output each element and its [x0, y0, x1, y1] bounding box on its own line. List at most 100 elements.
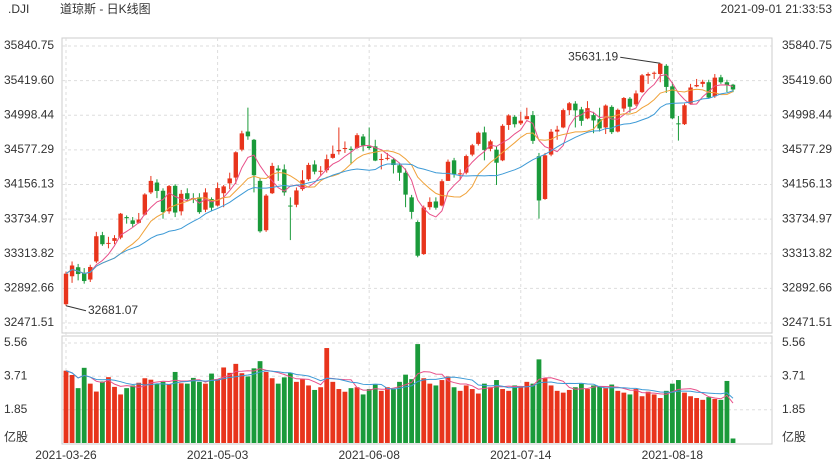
- volume-bar: [69, 375, 75, 443]
- volume-bar: [500, 389, 505, 443]
- y-tick-label: 33734.97: [4, 211, 54, 225]
- volume-bar: [366, 389, 372, 443]
- volume-bar: [451, 387, 457, 443]
- volume-bar: [694, 398, 700, 443]
- volume-bar: [172, 371, 178, 443]
- volume-bar: [318, 387, 324, 443]
- volume-bar: [724, 380, 730, 443]
- candle-body: [366, 146, 372, 149]
- volume-bar: [688, 396, 693, 443]
- volume-bar: [209, 373, 214, 443]
- candle-body: [294, 190, 299, 205]
- candle-body: [251, 139, 257, 176]
- candle-body: [209, 198, 214, 208]
- volume-bar: [524, 381, 530, 443]
- candle-body: [591, 115, 596, 121]
- candle-body: [664, 65, 669, 87]
- volume-bar: [300, 379, 305, 443]
- candle-body: [245, 131, 251, 137]
- volume-bar: [572, 387, 578, 443]
- volume-bar: [263, 371, 269, 443]
- volume-bar: [190, 377, 196, 443]
- volume-bar: [251, 368, 257, 443]
- volume-bar: [530, 383, 536, 443]
- volume-bar: [227, 372, 233, 443]
- y2-tick-label: 1.85: [4, 402, 28, 416]
- volume-bar: [518, 386, 524, 443]
- candle-body: [81, 272, 87, 282]
- candle-body: [415, 222, 420, 256]
- volume-bar: [494, 380, 499, 443]
- volume-bar: [239, 373, 245, 443]
- candle-body: [457, 173, 463, 175]
- candle-body: [160, 190, 166, 213]
- candle-body: [282, 169, 287, 193]
- volume-bar: [645, 391, 651, 443]
- volume-bar: [730, 438, 736, 443]
- y-tick-label: 34156.13: [4, 177, 54, 191]
- volume-bar: [294, 381, 299, 443]
- candle-body: [658, 63, 663, 75]
- candle-body: [179, 193, 184, 212]
- candle-body: [391, 159, 396, 166]
- candle-body: [269, 165, 275, 194]
- candle-body: [124, 217, 129, 219]
- candle-body: [276, 168, 281, 171]
- symbol: .DJI: [8, 2, 29, 16]
- volume-bar: [154, 383, 160, 443]
- volume-bar: [433, 385, 439, 443]
- candle-body: [348, 148, 354, 150]
- volume-bar: [203, 383, 208, 443]
- ma-line: [65, 90, 734, 275]
- y-tick-label: 34156.13: [782, 177, 832, 191]
- candle-body: [688, 87, 693, 104]
- volume-bar: [118, 394, 123, 443]
- volume-bar: [257, 361, 263, 443]
- volume-bar: [63, 370, 69, 443]
- x-tick-label: 2021-05-03: [187, 448, 249, 462]
- candle-body: [142, 194, 148, 215]
- candle-body: [585, 108, 590, 119]
- candle-body: [536, 156, 542, 201]
- y-tick-label: 32471.51: [782, 315, 832, 329]
- volume-bar: [682, 392, 687, 443]
- volume-bar: [233, 363, 239, 443]
- candle-body: [306, 164, 311, 180]
- candle-body: [554, 129, 560, 132]
- candle-body: [130, 220, 135, 224]
- y-tick-label: 33734.97: [782, 211, 832, 225]
- volume-bar: [99, 381, 105, 443]
- candle-body: [118, 213, 123, 238]
- candle-body: [197, 197, 202, 213]
- y2-tick-label: 1.85: [782, 402, 806, 416]
- candle-body: [567, 103, 572, 111]
- candle-body: [215, 188, 220, 206]
- volume-bar: [536, 359, 542, 443]
- volume-bar: [372, 384, 378, 443]
- candle-body: [166, 186, 172, 212]
- y-tick-label: 34577.29: [4, 142, 54, 156]
- y-tick-label: 32892.66: [4, 281, 54, 295]
- volume-bar: [215, 379, 220, 443]
- x-tick-label: 2021-07-14: [490, 448, 552, 462]
- volume-bar: [639, 396, 645, 443]
- chart-title: 道琼斯 - 日K线图: [60, 1, 151, 16]
- candle-body: [427, 201, 433, 208]
- volume-bar: [627, 394, 633, 443]
- volume-bar: [633, 389, 639, 443]
- candle-body: [88, 266, 93, 280]
- candle-body: [409, 197, 414, 212]
- candle-body: [379, 159, 384, 161]
- candle-body: [318, 170, 323, 172]
- volume-bar: [166, 384, 172, 443]
- volume-bar: [269, 378, 275, 443]
- x-tick-label: 2021-06-08: [338, 448, 400, 462]
- y-tick-label: 34577.29: [782, 142, 832, 156]
- volume-bar: [409, 379, 415, 443]
- volume-bar: [136, 382, 142, 443]
- volume-bar: [651, 394, 657, 443]
- candle-body: [530, 115, 536, 141]
- volume-bar: [275, 383, 281, 443]
- volume-bar: [360, 394, 366, 443]
- candle-body: [682, 105, 687, 125]
